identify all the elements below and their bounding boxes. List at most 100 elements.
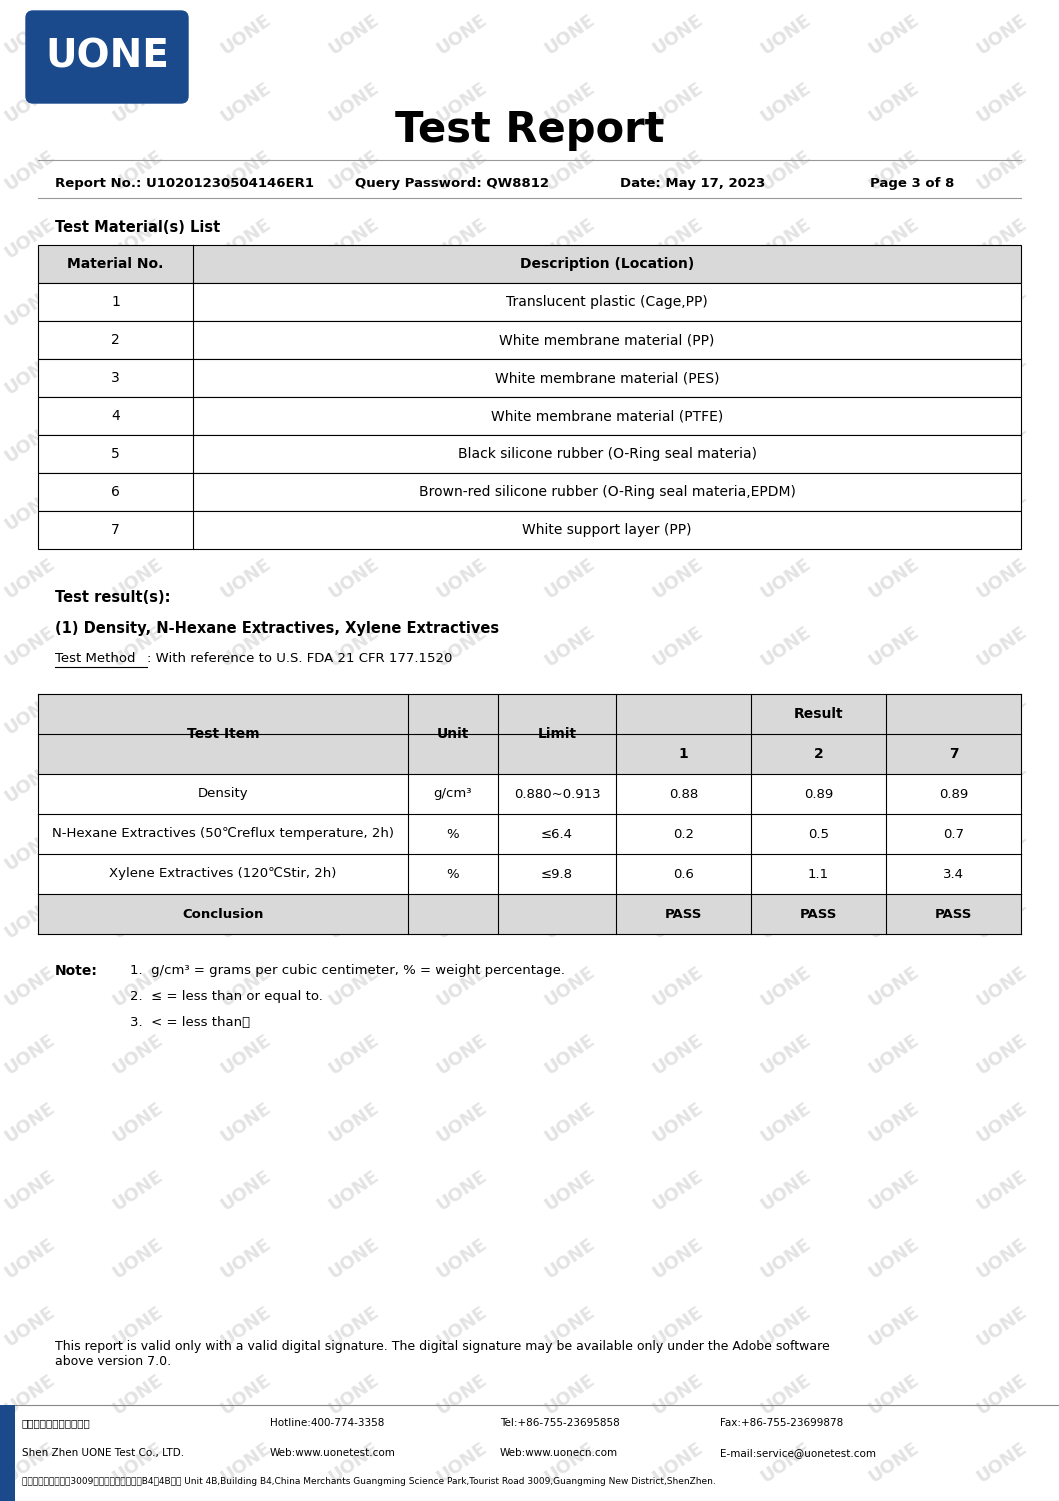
Text: PASS: PASS [935,908,972,920]
Text: UONE: UONE [865,488,922,534]
Text: N-Hexane Extractives (50℃reflux temperature, 2h): N-Hexane Extractives (50℃reflux temperat… [52,827,394,841]
Text: UONE: UONE [865,760,922,806]
Text: UONE: UONE [433,1031,490,1079]
Text: : With reference to U.S. FDA 21 CFR 177.1520: : With reference to U.S. FDA 21 CFR 177.… [147,653,452,665]
Text: UONE: UONE [109,80,166,126]
Text: 1: 1 [111,296,120,309]
Text: ≤6.4: ≤6.4 [541,827,573,841]
Text: UONE: UONE [109,12,166,59]
Text: 0.89: 0.89 [804,788,833,800]
Text: UONE: UONE [109,215,166,263]
Text: UONE: UONE [109,692,166,738]
Text: UONE: UONE [109,1439,166,1486]
Text: UONE: UONE [541,215,598,263]
Text: UONE: UONE [973,1303,1030,1351]
Text: PASS: PASS [665,908,702,920]
Text: UONE: UONE [973,964,1030,1010]
Text: UONE: UONE [325,284,382,330]
Text: 3: 3 [111,371,120,384]
Text: UONE: UONE [325,488,382,534]
Text: UONE: UONE [217,1235,274,1283]
Text: UONE: UONE [1,351,58,399]
Text: UONE: UONE [649,1439,706,1486]
Text: 0.89: 0.89 [939,788,968,800]
Text: UONE: UONE [865,1372,922,1418]
Text: UONE: UONE [865,1099,922,1147]
Text: UONE: UONE [109,1031,166,1079]
Text: UONE: UONE [541,555,598,603]
Text: White membrane material (PES): White membrane material (PES) [495,371,719,384]
Text: UONE: UONE [325,895,382,943]
Text: UONE: UONE [217,1439,274,1486]
Text: UONE: UONE [325,623,382,671]
Text: Description (Location): Description (Location) [520,257,694,272]
Text: UONE: UONE [109,284,166,330]
Text: UONE: UONE [217,964,274,1010]
Text: UONE: UONE [433,80,490,126]
Text: UONE: UONE [1,12,58,59]
Text: UONE: UONE [541,623,598,671]
Text: UONE: UONE [109,351,166,399]
Text: 2: 2 [813,747,824,761]
Text: UONE: UONE [325,964,382,1010]
Text: UONE: UONE [865,1303,922,1351]
Text: Test Item: Test Item [186,726,259,741]
Text: UONE: UONE [865,1031,922,1079]
Text: UONE: UONE [109,1372,166,1418]
Text: Tel:+86-755-23695858: Tel:+86-755-23695858 [500,1418,620,1427]
Text: UONE: UONE [433,692,490,738]
Text: UONE: UONE [217,1168,274,1214]
Text: UONE: UONE [865,419,922,467]
Text: UONE: UONE [433,147,490,195]
Text: UONE: UONE [865,12,922,59]
Text: This report is valid only with a valid digital signature. The digital signature : This report is valid only with a valid d… [55,1340,830,1367]
Text: UONE: UONE [541,1235,598,1283]
Text: UONE: UONE [217,760,274,806]
Bar [0,1405,15,1501]
Text: UONE: UONE [325,147,382,195]
Text: UONE: UONE [109,419,166,467]
Text: UONE: UONE [757,215,814,263]
Text: UONE: UONE [757,1372,814,1418]
Text: UONE: UONE [865,1439,922,1486]
Text: 3.  < = less than。: 3. < = less than。 [130,1016,250,1030]
Text: UONE: UONE [433,1439,490,1486]
Text: 3.4: 3.4 [943,868,964,881]
Text: UONE: UONE [433,488,490,534]
Text: UONE: UONE [1,827,58,875]
Text: UONE: UONE [433,215,490,263]
Text: UONE: UONE [433,351,490,399]
Text: UONE: UONE [325,1168,382,1214]
Text: UONE: UONE [649,895,706,943]
Text: UONE: UONE [973,1099,1030,1147]
Text: UONE: UONE [325,760,382,806]
Text: UONE: UONE [1,1099,58,1147]
Bar [38,359,1021,396]
Text: UONE: UONE [109,488,166,534]
Text: 深圳光明新区观光路3009号招商局光明科技图B4栋4B单元 Unit 4B,Building B4,China Merchants Guangming Scie: 深圳光明新区观光路3009号招商局光明科技图B4栋4B单元 Unit 4B,Bu… [22,1477,716,1486]
Text: UONE: UONE [865,555,922,603]
Text: UONE: UONE [973,147,1030,195]
Text: UONE: UONE [973,419,1030,467]
Bar [38,396,1021,435]
Text: UONE: UONE [541,147,598,195]
Bar [38,895,1021,934]
Text: UONE: UONE [433,964,490,1010]
Text: UONE: UONE [973,80,1030,126]
Text: Report No.: U10201230504146ER1: Report No.: U10201230504146ER1 [55,177,315,189]
Text: UONE: UONE [1,419,58,467]
Text: UONE: UONE [325,1372,382,1418]
Text: UONE: UONE [109,1168,166,1214]
Bar [38,854,1021,895]
Bar [38,510,1021,549]
Text: UONE: UONE [217,80,274,126]
Text: Note:: Note: [55,964,97,979]
Bar [38,435,1021,473]
Text: UONE: UONE [973,488,1030,534]
Text: 1: 1 [679,747,688,761]
Text: UONE: UONE [1,964,58,1010]
Text: UONE: UONE [865,215,922,263]
Bar [38,814,1021,854]
Text: UONE: UONE [325,1235,382,1283]
Text: UONE: UONE [433,1099,490,1147]
